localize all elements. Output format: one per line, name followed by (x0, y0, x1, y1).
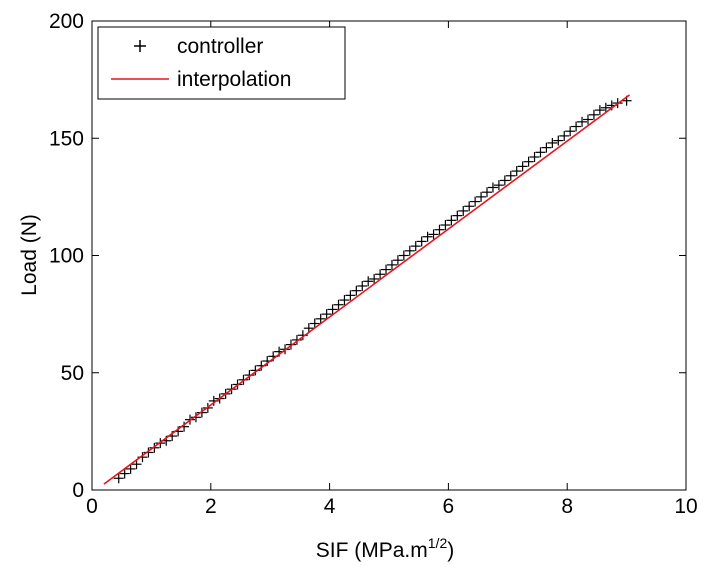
data-point (600, 102, 611, 113)
data-point (149, 442, 160, 453)
legend-label-interpolation: interpolation (177, 68, 291, 91)
data-point (535, 147, 546, 158)
data-point (321, 309, 332, 320)
data-point (416, 236, 427, 247)
data-point (505, 170, 516, 181)
data-point (113, 473, 124, 484)
data-point (375, 269, 386, 280)
data-point (309, 318, 320, 329)
data-point (345, 290, 356, 301)
data-point (553, 135, 564, 146)
data-point (511, 166, 522, 177)
data-point (363, 276, 374, 287)
data-point (381, 264, 392, 275)
data-point (398, 250, 409, 261)
x-axis-label-superscript: 1/2 (428, 535, 448, 551)
data-point (559, 130, 570, 141)
data-point (493, 180, 504, 191)
data-point (143, 447, 154, 458)
data-point (125, 463, 136, 474)
x-tick-label: 4 (324, 495, 336, 518)
data-point (482, 187, 493, 198)
data-point (571, 121, 582, 132)
legend: controller interpolation (97, 26, 346, 100)
x-axis-label-close: ) (447, 539, 454, 562)
data-point (333, 299, 344, 310)
x-axis-label: SIF (MPa.m1/2) (316, 535, 454, 562)
x-axis-label-main: SIF (MPa.m (316, 539, 428, 562)
y-tick-label: 100 (49, 245, 84, 268)
data-point (446, 215, 457, 226)
data-point (196, 407, 207, 418)
y-axis-label: Load (N) (18, 214, 41, 296)
data-point (476, 191, 487, 202)
legend-box (97, 26, 346, 100)
data-point (369, 273, 380, 284)
data-point (470, 196, 481, 207)
data-point (523, 156, 534, 167)
y-tick-label: 0 (72, 479, 84, 502)
data-point (440, 220, 451, 231)
data-point (190, 412, 201, 423)
data-point (588, 109, 599, 120)
x-tick-label: 8 (561, 495, 573, 518)
interpolation-line (103, 94, 631, 485)
data-point (541, 142, 552, 153)
y-tick-label: 200 (49, 10, 84, 33)
data-point (434, 224, 445, 235)
data-point (594, 105, 605, 116)
data-point (529, 152, 540, 163)
data-point (428, 229, 439, 240)
data-point (422, 231, 433, 242)
data-point (464, 201, 475, 212)
data-point (487, 182, 498, 193)
x-tick-label: 6 (443, 495, 455, 518)
data-point (357, 280, 368, 291)
data-point (410, 241, 421, 252)
data-point (339, 295, 350, 306)
data-point (404, 245, 415, 256)
data-point (577, 116, 588, 127)
data-point (386, 259, 397, 270)
data-point (565, 126, 576, 137)
data-point (244, 370, 255, 381)
y-tick-label: 150 (49, 127, 84, 150)
y-tick-label: 50 (61, 362, 84, 385)
data-point (392, 255, 403, 266)
data-point (452, 210, 463, 221)
data-point (119, 468, 130, 479)
data-point (315, 313, 326, 324)
data-point (582, 114, 593, 125)
legend-marker-controller (134, 40, 146, 52)
data-point (291, 334, 302, 345)
data-point (517, 161, 528, 172)
data-point (547, 137, 558, 148)
data-point (499, 175, 510, 186)
data-point (327, 304, 338, 315)
data-layer (103, 94, 632, 485)
x-tick-label: 10 (674, 495, 697, 518)
data-point (458, 205, 469, 216)
x-tick-label: 2 (205, 495, 217, 518)
legend-label-controller: controller (177, 35, 263, 58)
x-tick-label: 0 (86, 495, 98, 518)
data-point (351, 285, 362, 296)
